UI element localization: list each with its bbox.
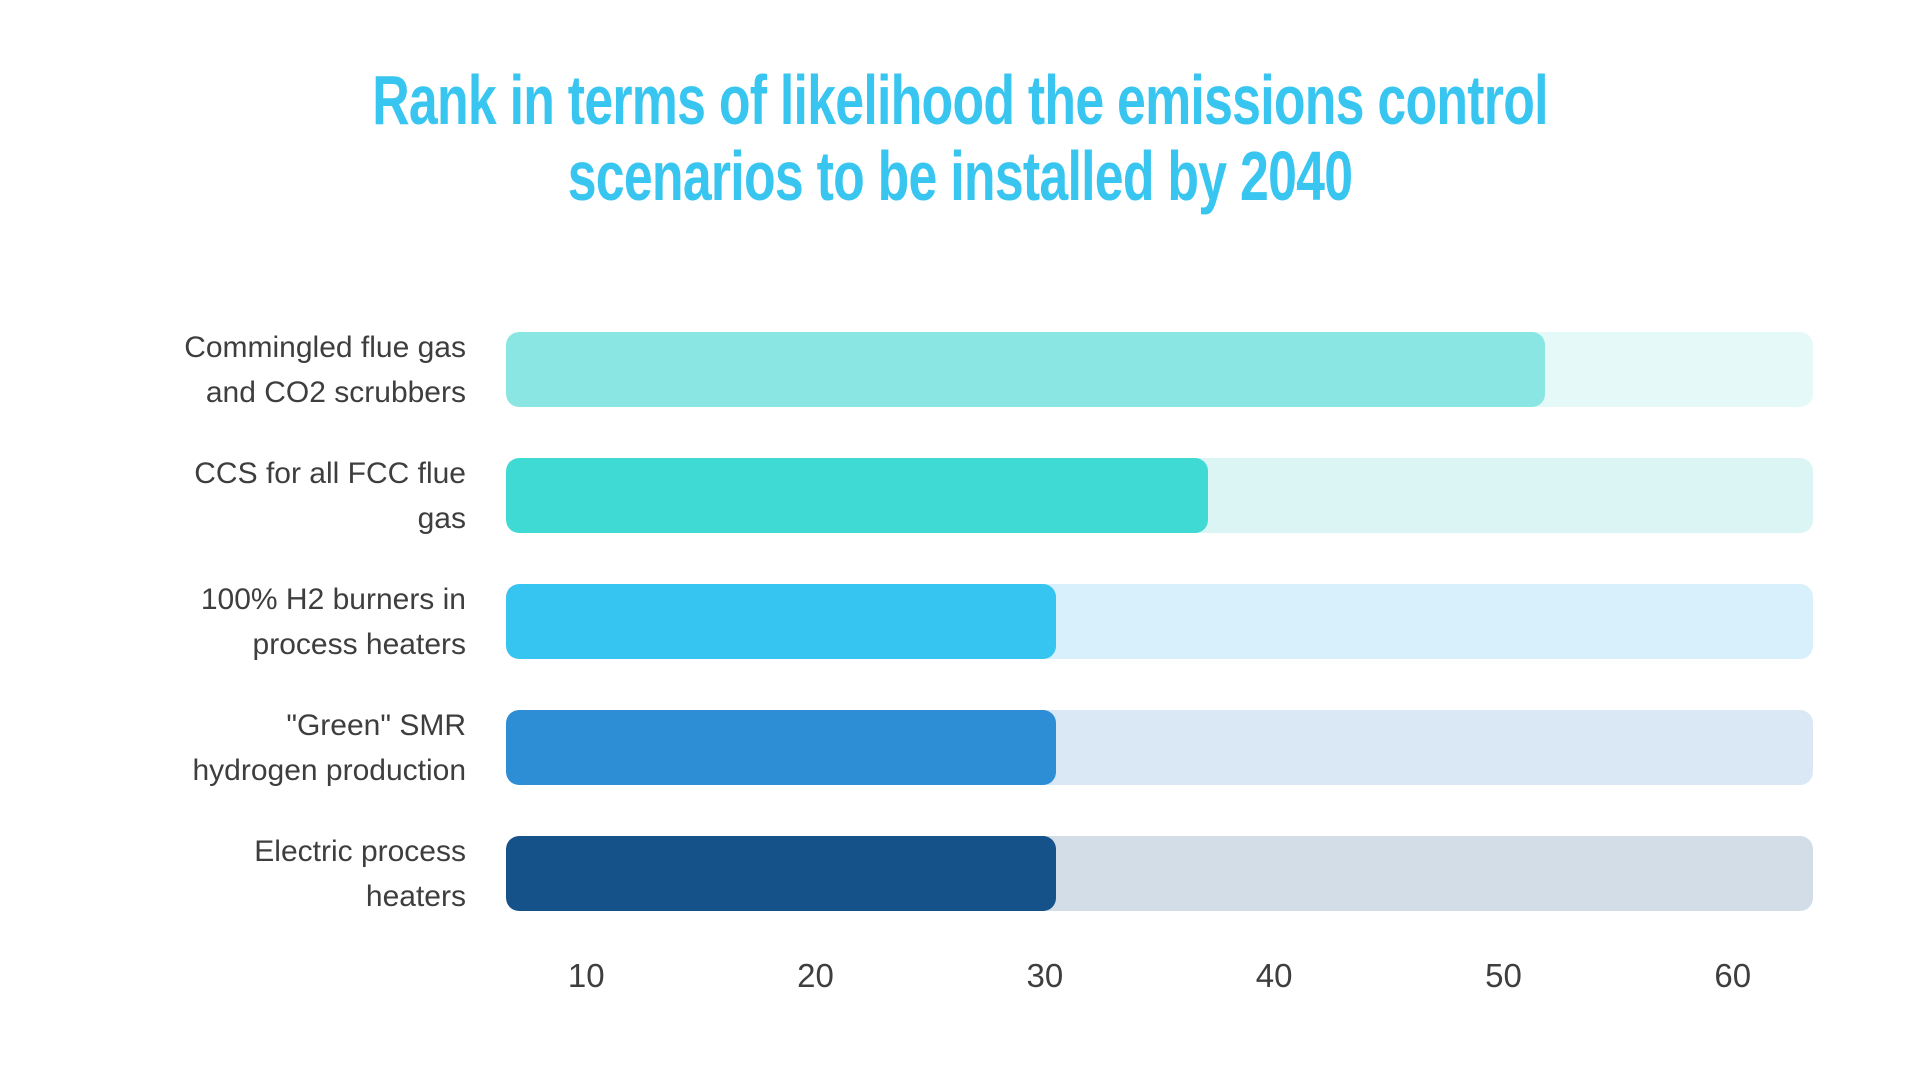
chart-title: Rank in terms of likelihood the emission…	[250, 62, 1671, 214]
bar-fill	[506, 836, 1057, 911]
category-label-line: CCS for all FCC flue	[194, 456, 466, 490]
category-label-line: and CO2 scrubbers	[205, 375, 466, 409]
bar-row: Commingled flue gas and CO2 scrubbers	[0, 331, 1920, 409]
category-label-line: hydrogen production	[192, 753, 466, 787]
category-label-line: Commingled flue gas	[184, 330, 466, 364]
bar-track	[506, 836, 1813, 911]
x-axis-tick-label: 40	[1255, 957, 1293, 994]
category-label: "Green" SMR hydrogen production	[0, 709, 506, 787]
chart-title-line-1: Rank in terms of likelihood the emission…	[372, 61, 1548, 139]
bar-track	[506, 458, 1813, 533]
bar-track	[506, 332, 1813, 407]
x-axis-tick-label: 50	[1485, 957, 1522, 994]
bar-fill	[506, 584, 1057, 659]
category-label-line: Electric process	[254, 834, 466, 868]
category-label-line: "Green" SMR	[286, 708, 466, 742]
category-label: Electric process heaters	[0, 835, 506, 913]
category-label: Commingled flue gas and CO2 scrubbers	[0, 331, 506, 409]
bar-track	[506, 584, 1813, 659]
bar-row: CCS for all FCC flue gas	[0, 457, 1920, 535]
category-label-line: heaters	[365, 879, 466, 913]
x-axis-tick-label: 60	[1714, 957, 1752, 994]
x-axis-tick-label: 20	[797, 957, 834, 994]
bar-row: Electric process heaters	[0, 835, 1920, 913]
category-label-line: gas	[417, 501, 466, 535]
category-label: 100% H2 burners in process heaters	[0, 583, 506, 661]
bar-rows: Commingled flue gas and CO2 scrubbers CCS…	[0, 331, 1920, 962]
bar-fill	[506, 332, 1545, 407]
category-label-line: 100% H2 burners in	[200, 582, 466, 616]
category-label-line: process heaters	[252, 627, 466, 661]
x-axis: 10 20 30 40 50 60	[506, 952, 1813, 1000]
bar-fill	[506, 710, 1057, 785]
x-axis-tick-label: 10	[567, 957, 605, 994]
bar-track	[506, 710, 1813, 785]
x-axis-tick-label: 30	[1026, 957, 1064, 994]
chart-title-line-2: scenarios to be installed by 2040	[567, 137, 1353, 215]
category-label: CCS for all FCC flue gas	[0, 457, 506, 535]
bar-row: "Green" SMR hydrogen production	[0, 709, 1920, 787]
bar-fill	[506, 458, 1208, 533]
bar-row: 100% H2 burners in process heaters	[0, 583, 1920, 661]
